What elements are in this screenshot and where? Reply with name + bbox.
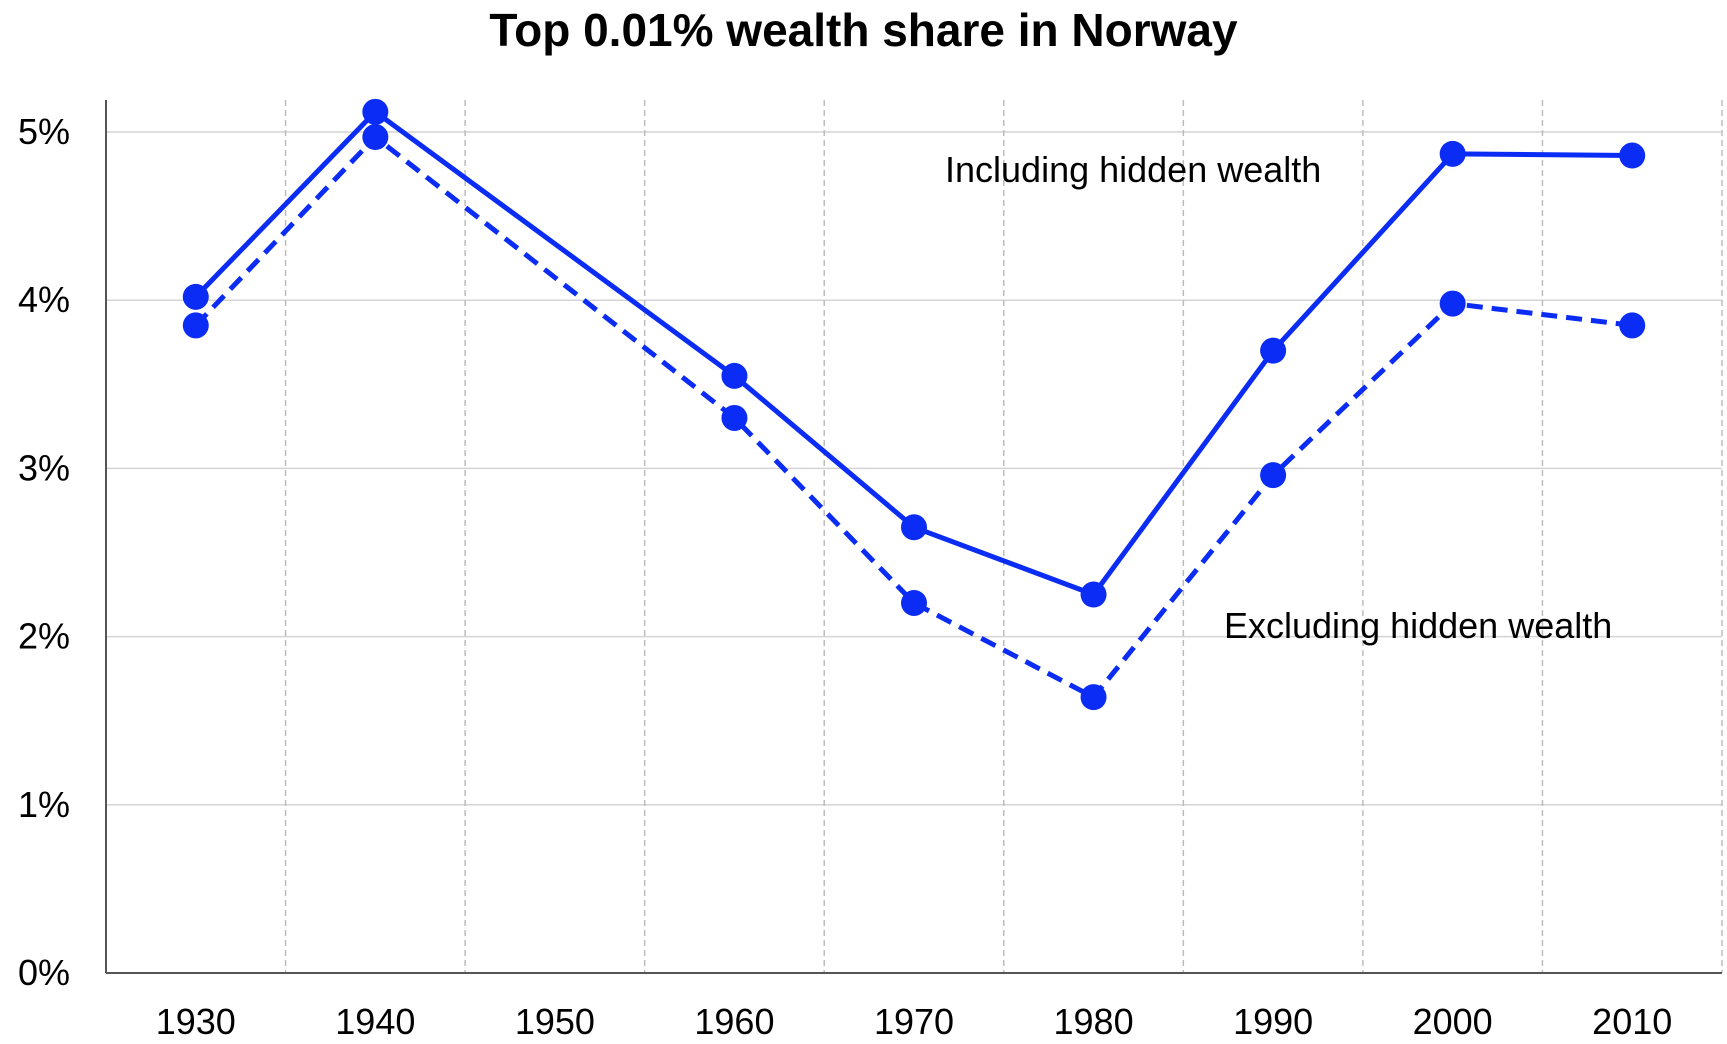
grid-lines — [106, 100, 1723, 973]
data-series — [182, 98, 1646, 711]
x-tick-label: 1930 — [156, 1001, 236, 1042]
x-tick-label: 1960 — [694, 1001, 774, 1042]
point-including — [1439, 140, 1466, 167]
x-tick-label: 2010 — [1592, 1001, 1672, 1042]
point-including — [1260, 337, 1287, 364]
x-tick-label: 1940 — [335, 1001, 415, 1042]
x-tick-label: 1970 — [874, 1001, 954, 1042]
y-tick-label: 0% — [18, 952, 70, 993]
series-annotation-excluding: Excluding hidden wealth — [1224, 605, 1612, 646]
y-tick-label: 5% — [18, 111, 70, 152]
point-excluding — [1260, 462, 1287, 489]
point-excluding — [901, 589, 927, 616]
chart-title: Top 0.01% wealth share in Norway — [489, 4, 1238, 56]
series-annotation-including: Including hidden wealth — [945, 149, 1321, 190]
point-including — [721, 362, 748, 389]
series-line-excluding — [193, 134, 1633, 700]
y-tick-label: 2% — [18, 616, 70, 657]
y-tick-label: 3% — [18, 447, 70, 488]
point-including — [362, 98, 389, 125]
x-tick-label: 1990 — [1233, 1001, 1313, 1042]
point-excluding — [182, 312, 209, 339]
x-tick-label: 2000 — [1413, 1001, 1493, 1042]
point-including — [182, 283, 209, 310]
point-including — [1080, 581, 1107, 608]
tick-labels: 0% 1% 2% 3% 4% 5% 1930 1940 1950 1960 1970 1980 1990… — [18, 111, 1672, 1042]
y-tick-label: 1% — [18, 784, 70, 825]
point-excluding — [1439, 290, 1466, 317]
series-line-including — [194, 109, 1633, 597]
axes — [105, 100, 1722, 974]
point-excluding — [721, 404, 748, 431]
x-tick-label: 1950 — [515, 1001, 595, 1042]
point-including — [1619, 142, 1646, 169]
point-excluding — [362, 124, 389, 151]
point-excluding — [1619, 312, 1646, 339]
point-including — [901, 514, 927, 541]
x-tick-label: 1980 — [1054, 1001, 1134, 1042]
point-excluding — [1080, 684, 1107, 711]
y-tick-label: 4% — [18, 279, 70, 320]
